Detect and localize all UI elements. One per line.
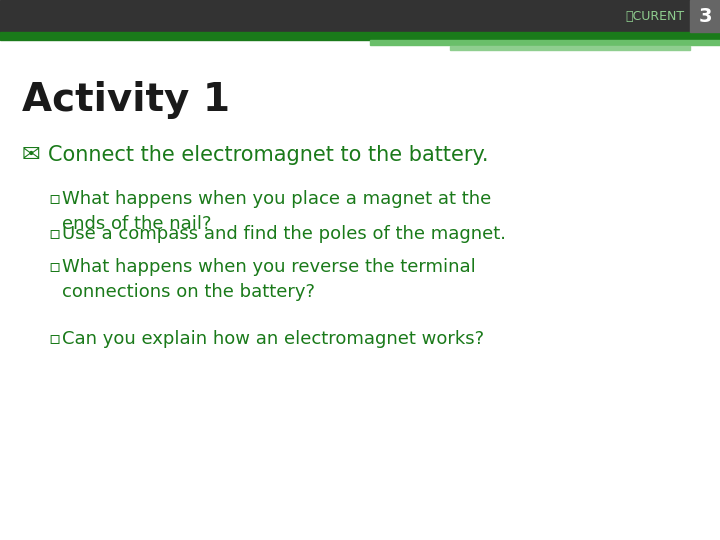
Text: What happens when you place a magnet at the
ends of the nail?: What happens when you place a magnet at … — [62, 190, 491, 233]
Bar — [0, 0, 720, 32]
Text: Can you explain how an electromagnet works?: Can you explain how an electromagnet wor… — [62, 330, 484, 348]
Text: What happens when you reverse the terminal
connections on the battery?: What happens when you reverse the termin… — [62, 258, 476, 301]
Text: 3: 3 — [698, 6, 712, 25]
Text: Use a compass and find the poles of the magnet.: Use a compass and find the poles of the … — [62, 225, 506, 243]
Text: ▫: ▫ — [48, 330, 60, 348]
Bar — [450, 46, 690, 50]
Text: ▫: ▫ — [48, 190, 60, 208]
Text: ▫: ▫ — [48, 225, 60, 243]
Text: ✉: ✉ — [22, 145, 40, 165]
Text: ⓘCURENT: ⓘCURENT — [625, 10, 684, 23]
Bar — [0, 32, 720, 40]
Text: Activity 1: Activity 1 — [22, 81, 230, 119]
Bar — [370, 40, 720, 45]
Text: ▫: ▫ — [48, 258, 60, 276]
Text: Connect the electromagnet to the battery.: Connect the electromagnet to the battery… — [48, 145, 488, 165]
Bar — [690, 0, 720, 32]
